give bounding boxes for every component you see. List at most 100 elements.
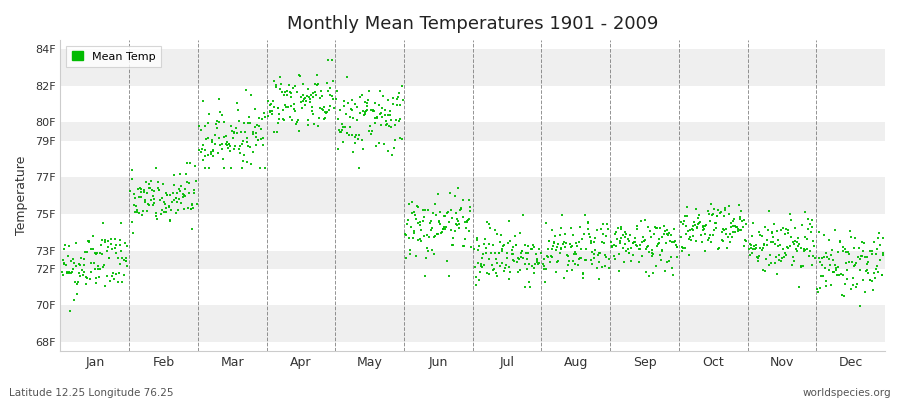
Point [472, 243, 487, 250]
Point [70, 290, 85, 297]
Point [294, 105, 309, 112]
Point [566, 251, 580, 258]
Point [572, 254, 587, 261]
Point [306, 90, 320, 96]
Point [464, 204, 478, 210]
Point [645, 251, 660, 257]
Point [605, 243, 619, 250]
Point [345, 97, 359, 103]
Point [815, 272, 830, 279]
Point [241, 120, 256, 126]
Point [302, 99, 317, 106]
Point [100, 248, 114, 254]
Point [506, 257, 520, 263]
Point [217, 134, 231, 140]
Point [742, 251, 757, 258]
Point [743, 241, 758, 248]
Point [835, 248, 850, 254]
Point [178, 171, 193, 177]
Point [137, 189, 151, 195]
Point [708, 220, 723, 226]
Point [609, 236, 624, 242]
Point [455, 214, 470, 220]
Point [413, 236, 428, 242]
Point [871, 235, 886, 242]
Point [279, 104, 293, 110]
Point [166, 190, 180, 196]
Point [572, 224, 587, 230]
Bar [60, 141, 885, 177]
Point [670, 254, 685, 260]
Point [271, 105, 285, 111]
Point [121, 263, 135, 269]
Point [268, 84, 283, 90]
Point [607, 242, 621, 248]
Point [194, 149, 208, 155]
Point [309, 92, 323, 98]
Point [581, 218, 596, 225]
Point [76, 266, 90, 273]
Point [132, 210, 147, 216]
Point [499, 262, 513, 268]
Point [550, 259, 564, 266]
Point [384, 152, 399, 158]
Point [794, 244, 808, 251]
Point [711, 207, 725, 213]
Point [217, 165, 231, 171]
Point [329, 96, 344, 103]
Point [403, 247, 418, 254]
Point [174, 183, 188, 190]
Point [373, 88, 387, 94]
Point [611, 250, 625, 257]
Point [816, 254, 831, 260]
Point [542, 238, 556, 244]
Point [332, 128, 347, 135]
Point [405, 210, 419, 216]
Point [490, 260, 504, 266]
Point [214, 141, 229, 148]
Point [870, 268, 885, 275]
Point [167, 197, 182, 204]
Point [666, 272, 680, 279]
Point [319, 109, 333, 116]
Point [320, 56, 335, 63]
Point [117, 272, 131, 278]
Point [457, 219, 472, 225]
Point [782, 243, 796, 249]
Point [100, 273, 114, 279]
Point [869, 251, 884, 257]
Point [425, 224, 439, 231]
Point [504, 247, 518, 253]
Point [860, 267, 875, 274]
Point [711, 246, 725, 252]
Point [758, 224, 772, 230]
Point [250, 137, 265, 143]
Point [847, 263, 861, 270]
Point [585, 261, 599, 267]
Point [752, 252, 767, 259]
Point [433, 221, 447, 228]
Point [737, 243, 751, 249]
Point [386, 101, 400, 107]
Point [508, 233, 522, 239]
Point [233, 150, 248, 156]
Point [536, 256, 551, 262]
Point [506, 244, 520, 250]
Point [94, 242, 108, 248]
Point [622, 250, 636, 256]
Point [706, 211, 720, 217]
Point [868, 266, 883, 273]
Point [273, 86, 287, 92]
Point [634, 253, 649, 259]
Point [780, 227, 795, 233]
Point [794, 263, 808, 270]
Point [613, 238, 627, 244]
Bar [60, 49, 885, 86]
Point [206, 148, 220, 155]
Point [855, 239, 869, 246]
Point [547, 232, 562, 239]
Point [527, 261, 542, 267]
Point [372, 140, 386, 146]
Point [56, 272, 70, 278]
Point [638, 246, 652, 252]
